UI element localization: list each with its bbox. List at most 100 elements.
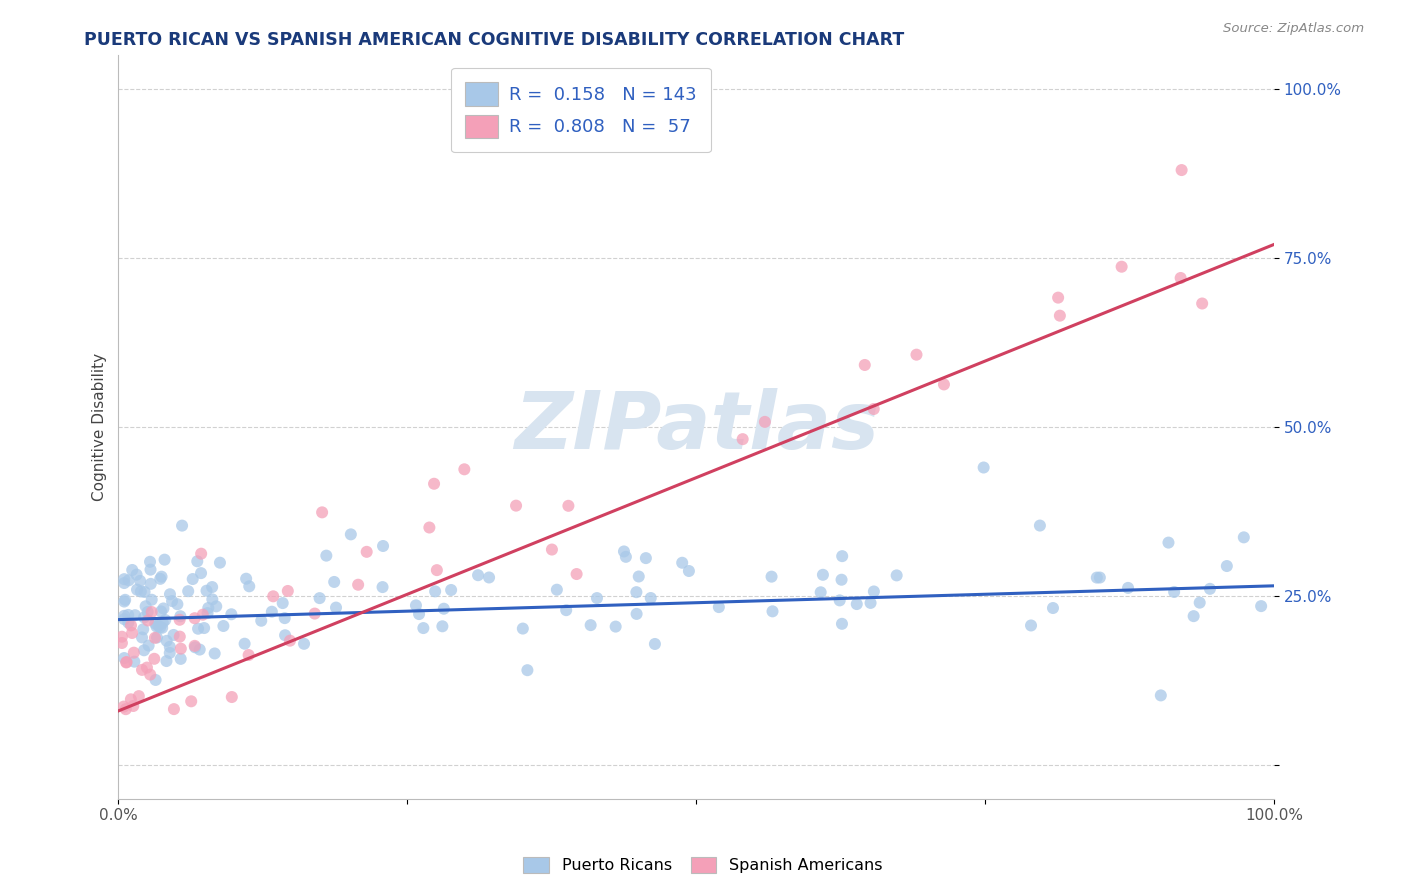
Point [134, 585, 156, 599]
Point [125, 567, 148, 582]
Point [156, 633, 179, 648]
Point [1216, 559, 1239, 574]
Point [139, 577, 162, 591]
Point [112, 572, 135, 586]
Point [418, 520, 440, 534]
Point [323, 574, 346, 589]
Point [155, 654, 177, 668]
Point [1047, 291, 1070, 305]
Point [627, 569, 650, 583]
Point [186, 554, 208, 568]
Point [183, 639, 205, 653]
Point [340, 527, 363, 541]
Point [205, 599, 228, 614]
Point [555, 603, 578, 617]
Point [761, 604, 783, 618]
Point [162, 628, 184, 642]
Point [315, 549, 337, 563]
Point [235, 572, 257, 586]
Point [159, 646, 181, 660]
Point [204, 647, 226, 661]
Legend: R =  0.158   N = 143, R =  0.808   N =  57: R = 0.158 N = 143, R = 0.808 N = 57 [451, 68, 711, 153]
Point [863, 584, 886, 599]
Point [208, 556, 231, 570]
Point [197, 606, 219, 620]
Point [1150, 689, 1173, 703]
Point [155, 613, 177, 627]
Point [356, 545, 378, 559]
Point [221, 690, 243, 704]
Point [181, 572, 204, 586]
Point [1188, 596, 1211, 610]
Point [195, 583, 218, 598]
Point [212, 619, 235, 633]
Point [1019, 618, 1042, 632]
Point [112, 576, 135, 591]
Point [973, 460, 995, 475]
Point [148, 619, 170, 633]
Point [124, 608, 146, 623]
Point [190, 547, 212, 561]
Point [112, 594, 135, 608]
Point [169, 609, 191, 624]
Point [139, 667, 162, 681]
Point [1088, 570, 1111, 584]
Point [112, 699, 135, 714]
Point [831, 616, 853, 631]
Point [250, 614, 273, 628]
Point [191, 607, 214, 622]
Point [238, 579, 260, 593]
Point [221, 607, 243, 622]
Point [905, 348, 928, 362]
Point [505, 499, 527, 513]
Point [811, 567, 834, 582]
Point [1111, 260, 1133, 274]
Point [1199, 582, 1222, 596]
Point [831, 573, 853, 587]
Point [371, 580, 394, 594]
Point [810, 585, 832, 599]
Point [278, 633, 301, 648]
Point [141, 605, 163, 619]
Point [238, 648, 260, 662]
Point [114, 592, 136, 607]
Point [139, 555, 162, 569]
Text: ZIPatlas: ZIPatlas [513, 388, 879, 466]
Point [141, 592, 163, 607]
Point [644, 637, 666, 651]
Point [634, 551, 657, 566]
Point [188, 642, 211, 657]
Point [405, 599, 427, 613]
Point [478, 570, 501, 584]
Point [145, 673, 167, 687]
Point [150, 621, 173, 635]
Point [640, 591, 662, 605]
Point [1157, 535, 1180, 549]
Point [112, 612, 135, 626]
Point [136, 614, 159, 628]
Text: PUERTO RICAN VS SPANISH AMERICAN COGNITIVE DISABILITY CORRELATION CHART: PUERTO RICAN VS SPANISH AMERICAN COGNITI… [84, 31, 904, 49]
Point [121, 626, 143, 640]
Point [613, 544, 636, 558]
Point [408, 607, 430, 621]
Point [187, 622, 209, 636]
Point [426, 563, 449, 577]
Point [159, 640, 181, 654]
Point [139, 563, 162, 577]
Point [1042, 601, 1064, 615]
Point [120, 692, 142, 706]
Point [565, 567, 588, 582]
Point [853, 358, 876, 372]
Point [626, 585, 648, 599]
Point [129, 574, 152, 588]
Point [197, 601, 219, 615]
Point [440, 582, 463, 597]
Point [262, 590, 284, 604]
Point [347, 578, 370, 592]
Point [308, 591, 330, 606]
Point [274, 628, 297, 642]
Point [136, 605, 159, 619]
Point [292, 637, 315, 651]
Point [170, 652, 193, 666]
Point [845, 597, 868, 611]
